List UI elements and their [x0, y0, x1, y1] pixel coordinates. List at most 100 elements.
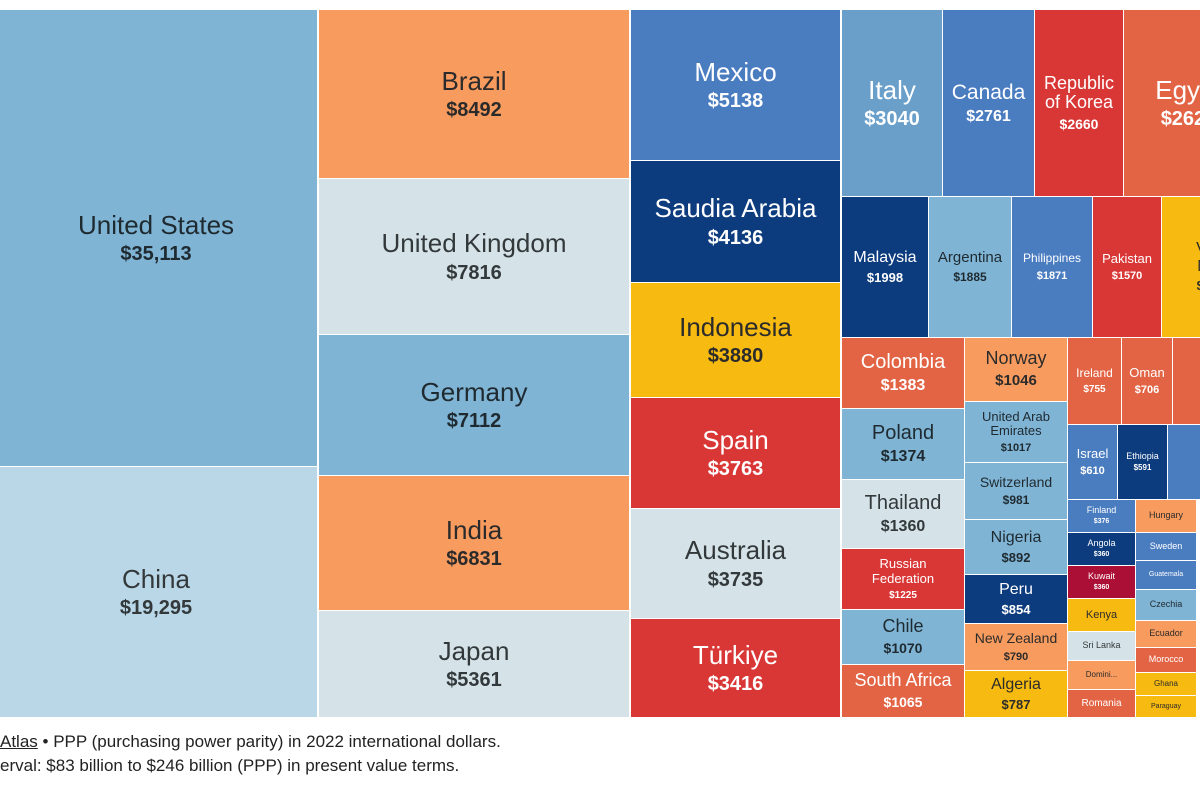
- tile-value: $981: [1002, 493, 1030, 508]
- treemap-tile-nigeria[interactable]: Nigeria $892: [964, 519, 1068, 575]
- tile-name: Switzerland: [979, 473, 1053, 490]
- treemap-tile-japan[interactable]: Japan $5361: [318, 610, 630, 718]
- tile-name: Sweden: [1149, 540, 1183, 551]
- tile-name: Kuwait: [1087, 571, 1115, 582]
- treemap-tile-vie-na[interactable]: VieNa $15: [1161, 196, 1200, 338]
- tile-value: $360: [1093, 551, 1110, 559]
- tile-value: $1065: [883, 694, 923, 711]
- treemap-tile-uk[interactable]: Uk...: [1167, 424, 1200, 500]
- tile-value: $376: [1093, 518, 1110, 526]
- treemap-tile-romania[interactable]: Romania: [1067, 689, 1136, 718]
- treemap-tile-spain[interactable]: Spain $3763: [630, 397, 841, 509]
- tile-name: Chile: [882, 616, 924, 637]
- treemap-tile-ghana[interactable]: Ghana: [1135, 672, 1197, 696]
- tile-name: Oman: [1129, 364, 1165, 380]
- tile-value: $755: [1083, 384, 1106, 396]
- treemap-tile-russian-federation[interactable]: Russian Federation $1225: [841, 548, 965, 610]
- tile-name: Italy: [868, 74, 916, 105]
- treemap-tile-germany[interactable]: Germany $7112: [318, 334, 630, 476]
- treemap-tile-philippines[interactable]: Philippines $1871: [1011, 196, 1093, 338]
- treemap-tile-paraguay[interactable]: Paraguay: [1135, 695, 1197, 718]
- treemap-tile-domini[interactable]: Domini...: [1067, 660, 1136, 690]
- tile-value: $3763: [707, 458, 764, 481]
- treemap-tile-kuwait[interactable]: Kuwait $360: [1067, 565, 1136, 599]
- tile-name: United States: [77, 209, 235, 240]
- treemap-tile-sweden[interactable]: Sweden: [1135, 532, 1197, 561]
- tile-value: $787: [1001, 696, 1031, 712]
- tile-name: Hungary: [1148, 510, 1184, 521]
- tile-value: $1374: [880, 448, 926, 466]
- treemap-tile-guatemala[interactable]: Guatemala: [1135, 560, 1197, 590]
- tile-value: $5361: [446, 669, 502, 692]
- treemap-tile-mexico[interactable]: Mexico $5138: [630, 9, 841, 161]
- tile-name: Pakistan: [1102, 250, 1152, 266]
- tile-name: Germany: [420, 376, 528, 407]
- treemap-tile-new-zealand[interactable]: New Zealand $790: [964, 623, 1068, 671]
- treemap-tile-turkiye[interactable]: Türkiye $3416: [630, 618, 841, 718]
- tile-name: Argentina: [937, 249, 1003, 267]
- treemap-tile-morocco[interactable]: Morocco: [1135, 647, 1197, 673]
- tile-value: $7112: [446, 410, 502, 433]
- tile-value: $8492: [446, 99, 502, 122]
- tile-value: $3880: [707, 345, 764, 368]
- tile-name: Malaysia: [853, 249, 917, 267]
- treemap-tile-peru[interactable]: Peru $854: [964, 574, 1068, 624]
- treemap-tile-czechia[interactable]: Czechia: [1135, 589, 1197, 621]
- treemap-tile-pakistan[interactable]: Pakistan $1570: [1092, 196, 1162, 338]
- treemap-tile-italy[interactable]: Italy $3040: [841, 9, 943, 197]
- treemap-tile-republic-of-korea[interactable]: Republic of Korea $2660: [1034, 9, 1124, 197]
- tile-value: $1070: [883, 640, 923, 657]
- tile-name: Angola: [1087, 538, 1116, 549]
- tile-value: $610: [1080, 465, 1105, 478]
- treemap-tile-algeria[interactable]: Algeria $787: [964, 670, 1068, 718]
- tile-value: $1360: [880, 518, 926, 536]
- tile-value: $2761: [966, 107, 1011, 125]
- treemap-tile-chile[interactable]: Chile $1070: [841, 609, 965, 665]
- treemap-tile-poland[interactable]: Poland $1374: [841, 408, 965, 480]
- treemap-tile-united-kingdom[interactable]: United Kingdom $7816: [318, 178, 630, 335]
- tile-value: $1046: [995, 372, 1037, 390]
- treemap-tile-sri-lanka[interactable]: Sri Lanka: [1067, 631, 1136, 661]
- tile-name: Thailand: [864, 492, 942, 515]
- tile-name: United Kingdom: [381, 228, 567, 259]
- treemap-tile-norway[interactable]: Norway $1046: [964, 337, 1068, 402]
- treemap-tile-indonesia[interactable]: Indonesia $3880: [630, 282, 841, 398]
- treemap-tile-malaysia[interactable]: Malaysia $1998: [841, 196, 929, 338]
- tile-name: Paraguay: [1151, 702, 1181, 710]
- treemap-tile-angola[interactable]: Angola $360: [1067, 532, 1136, 566]
- tile-name: South Africa: [854, 670, 952, 691]
- treemap-tile-kenya[interactable]: Kenya: [1067, 598, 1136, 632]
- treemap-tile-argentina[interactable]: Argentina $1885: [928, 196, 1012, 338]
- tile-value: $1383: [880, 377, 926, 395]
- treemap-tile-india[interactable]: India $6831: [318, 475, 630, 611]
- treemap-tile-switzerland[interactable]: Switzerland $981: [964, 462, 1068, 520]
- treemap-tile-ireland[interactable]: Ireland $755: [1067, 337, 1122, 425]
- treemap-tile-australia[interactable]: Australia $3735: [630, 508, 841, 619]
- treemap-tile-belgi[interactable]: Belgi$66: [1172, 337, 1200, 425]
- treemap-tile-united-arab-emirates[interactable]: United Arab Emirates $1017: [964, 401, 1068, 463]
- treemap-tile-south-africa[interactable]: South Africa $1065: [841, 664, 965, 718]
- tile-value: $706: [1134, 384, 1160, 397]
- treemap-tile-canada[interactable]: Canada $2761: [942, 9, 1035, 197]
- tile-name: United Arab Emirates: [982, 408, 1050, 438]
- treemap-tile-finland[interactable]: Finland $376: [1067, 499, 1136, 533]
- treemap-tile-thailand[interactable]: Thailand $1360: [841, 479, 965, 549]
- tile-name: Japan: [438, 635, 510, 666]
- treemap-tile-egypt[interactable]: Egypt $2628: [1123, 9, 1200, 197]
- tile-name: India: [445, 514, 503, 545]
- treemap-tile-israel[interactable]: Israel $610: [1067, 424, 1118, 500]
- tile-value: $854: [1001, 601, 1031, 617]
- tile-name: Sri Lanka: [1082, 640, 1121, 651]
- treemap-tile-united-states[interactable]: United States $35,113: [0, 9, 318, 467]
- treemap-tile-oman[interactable]: Oman $706: [1121, 337, 1173, 425]
- treemap-tile-brazil[interactable]: Brazil $8492: [318, 9, 630, 179]
- source-link[interactable]: Atlas: [0, 732, 38, 751]
- treemap-tile-hungary[interactable]: Hungary: [1135, 499, 1197, 533]
- treemap-tile-saudia-arabia[interactable]: Saudia Arabia $4136: [630, 160, 841, 283]
- tile-name: Finland: [1086, 505, 1117, 516]
- treemap-tile-ecuador[interactable]: Ecuador: [1135, 620, 1197, 648]
- treemap-tile-china[interactable]: China $19,295: [0, 466, 318, 718]
- tile-name: Saudia Arabia: [654, 193, 817, 224]
- treemap-tile-colombia[interactable]: Colombia $1383: [841, 337, 965, 409]
- treemap-tile-ethiopia[interactable]: Ethiopia $591: [1117, 424, 1168, 500]
